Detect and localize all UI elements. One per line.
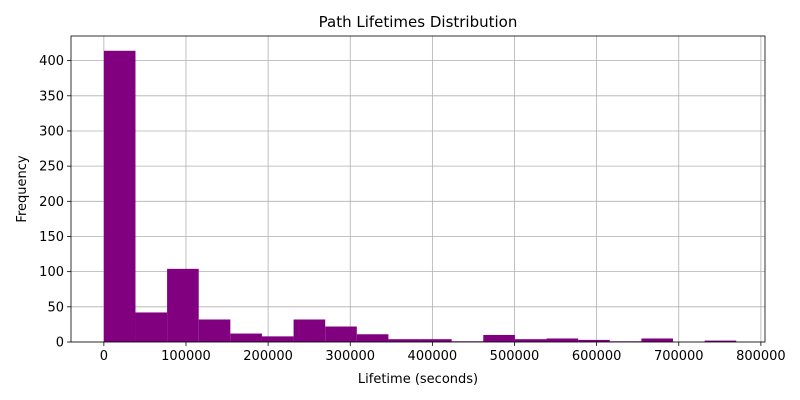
x-tick-label: 500000 <box>490 349 540 364</box>
y-tick-label: 50 <box>47 300 64 315</box>
histogram-bar <box>167 268 199 342</box>
y-axis-title: Frequency <box>15 155 30 222</box>
histogram-bar <box>356 334 389 342</box>
histogram-bar <box>704 340 737 342</box>
y-tick-label: 150 <box>39 230 64 245</box>
histogram-bar <box>514 339 547 342</box>
x-tick-label: 0 <box>100 349 108 364</box>
histogram-bar <box>198 319 231 342</box>
y-tick-label: 0 <box>56 336 64 351</box>
x-tick-label: 400000 <box>408 349 458 364</box>
histogram-bar <box>103 50 136 343</box>
histogram-bar <box>261 336 294 342</box>
histogram-bar <box>388 339 421 342</box>
histogram-bar <box>483 334 515 342</box>
y-tick-label: 400 <box>39 54 64 69</box>
histogram-bar <box>293 319 326 342</box>
x-tick-label: 700000 <box>654 349 704 364</box>
y-tick-label: 250 <box>39 160 64 175</box>
histogram-bar <box>230 333 262 342</box>
histogram-bar <box>578 339 610 342</box>
bars <box>103 50 737 343</box>
y-tick-label: 200 <box>39 195 64 210</box>
x-tick-label: 100000 <box>161 349 211 364</box>
x-tick-label: 600000 <box>572 349 622 364</box>
histogram-bar <box>325 326 357 342</box>
x-axis-ticks: 0 100000 200000 300000 400000 500000 600000 700… <box>100 342 786 364</box>
y-axis-ticks: 0 50 100 150 200 250 300 350 400 <box>39 54 71 351</box>
histogram-bar <box>546 338 579 342</box>
histogram-bar <box>135 312 168 342</box>
histogram-bar <box>641 338 674 342</box>
y-tick-label: 300 <box>39 124 64 139</box>
x-tick-label: 300000 <box>325 349 375 364</box>
histogram-bar <box>420 339 452 342</box>
x-axis-title: Lifetime (seconds) <box>358 372 478 387</box>
chart-title: Path Lifetimes Distribution <box>319 13 518 31</box>
x-tick-label: 200000 <box>243 349 293 364</box>
plot-frame <box>70 35 766 343</box>
y-tick-label: 350 <box>39 89 64 104</box>
x-tick-label: 800000 <box>736 349 786 364</box>
y-tick-label: 100 <box>39 265 64 280</box>
